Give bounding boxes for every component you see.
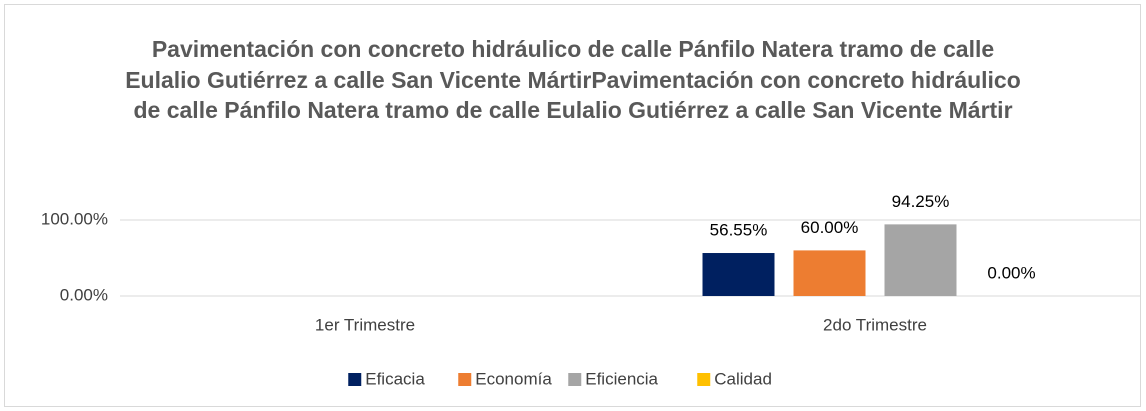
chart-title: Pavimentación con concreto hidráulico de… — [125, 36, 1021, 123]
legend-label: Calidad — [714, 369, 772, 388]
x-tick-label: 2do Trimestre — [823, 315, 927, 334]
legend-label: Economía — [475, 369, 552, 388]
bar — [702, 253, 775, 296]
legend-swatch — [697, 373, 711, 386]
chart-border — [4, 4, 1141, 407]
y-tick-label: 100.00% — [41, 209, 108, 228]
legend-label: Eficacia — [365, 369, 425, 388]
value-label: 94.25% — [892, 192, 950, 211]
legend-swatch — [458, 373, 472, 386]
legend-label: Eficiencia — [585, 369, 658, 388]
x-tick-label: 1er Trimestre — [315, 315, 415, 334]
value-label: 56.55% — [710, 221, 768, 240]
legend-swatch — [348, 373, 362, 386]
value-label: 60.00% — [801, 218, 859, 237]
legend-swatch — [568, 373, 582, 386]
y-tick-label: 0.00% — [60, 285, 108, 304]
value-label: 0.00% — [987, 263, 1035, 282]
bar — [793, 250, 866, 296]
bar — [884, 224, 957, 296]
